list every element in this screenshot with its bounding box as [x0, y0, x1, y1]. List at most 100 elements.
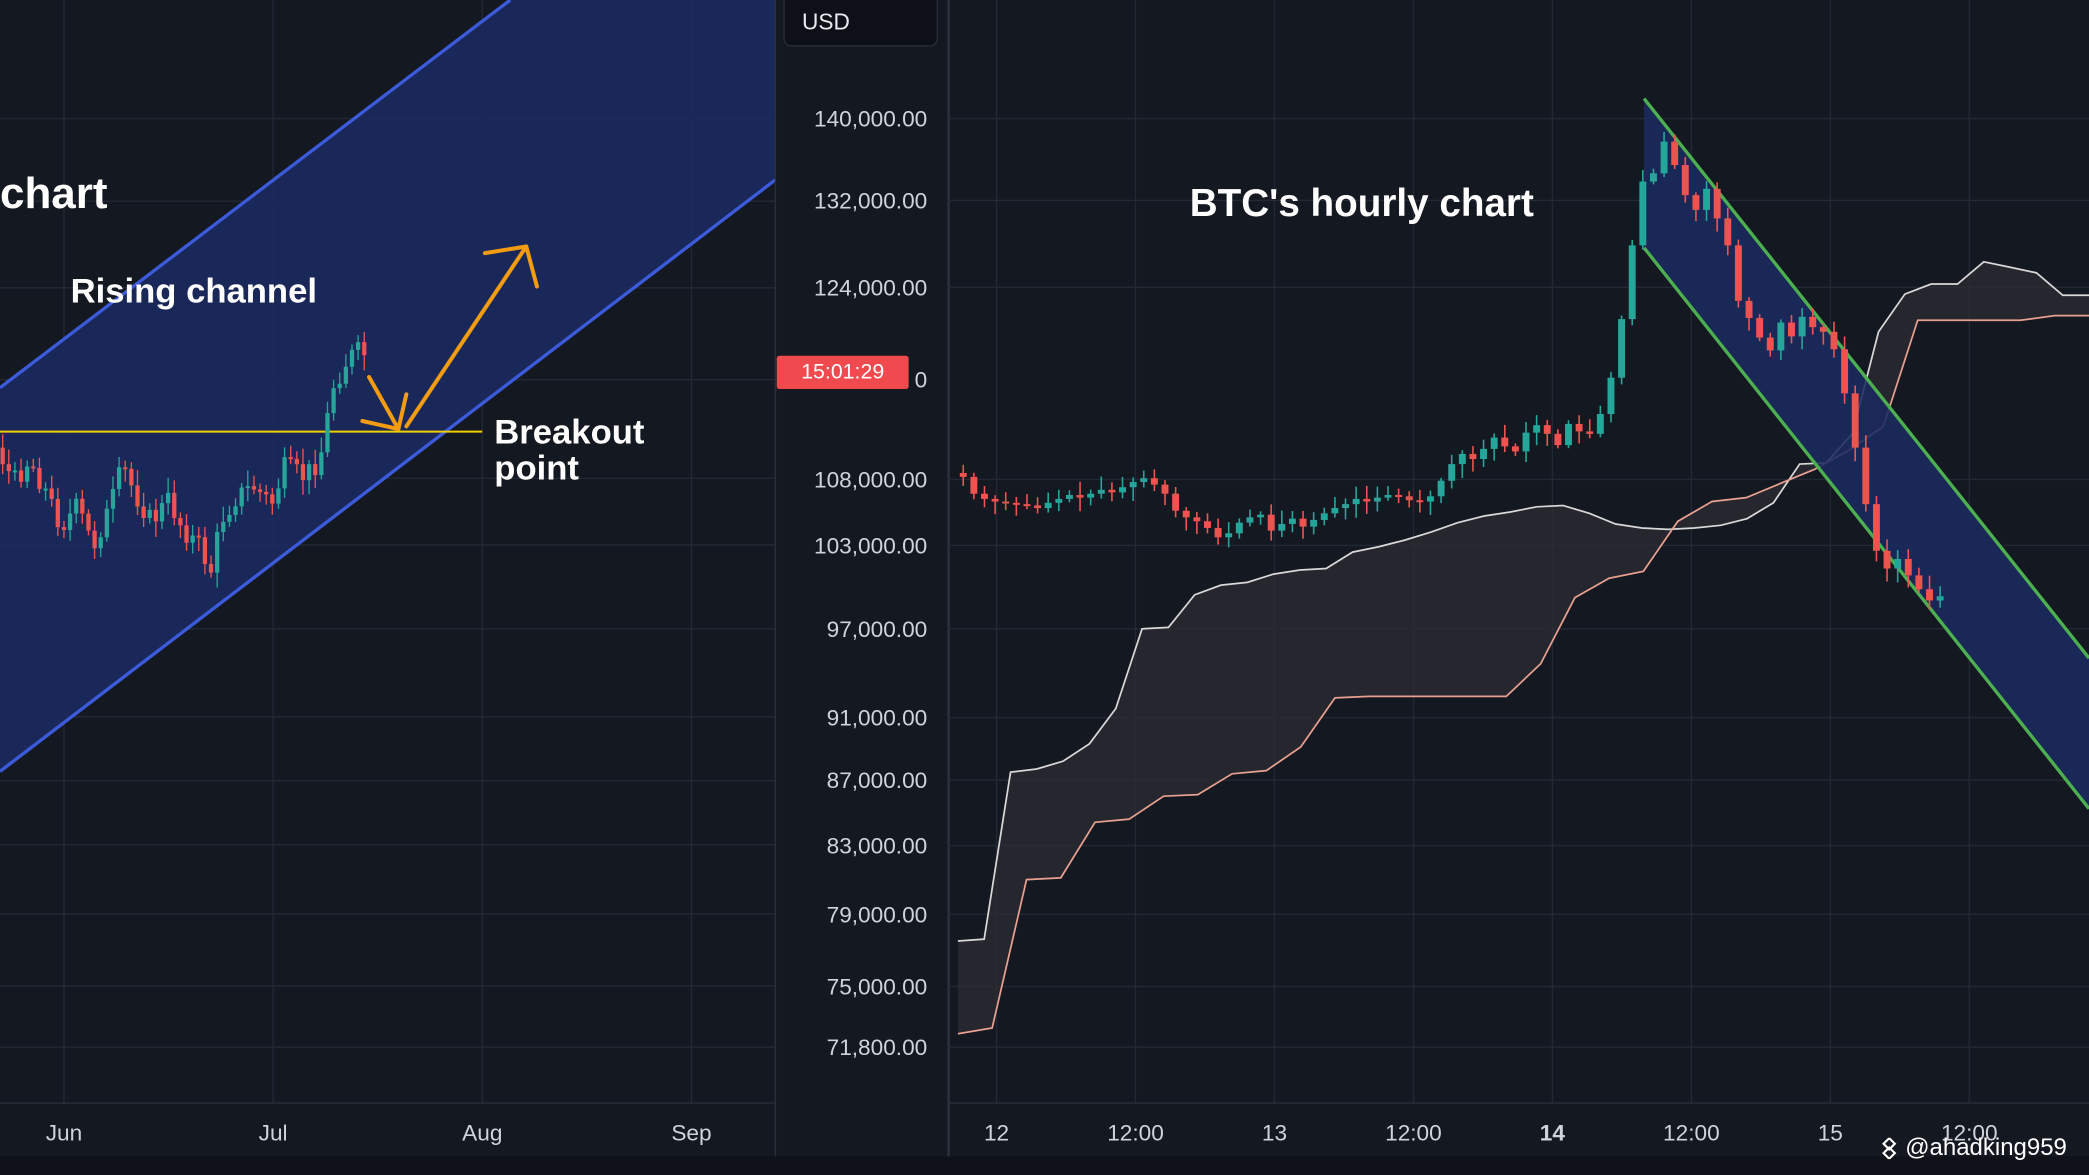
candle-countdown-badge: 15:01:29	[776, 355, 909, 390]
time-tick-label: 12:00	[1385, 1120, 1442, 1145]
price-tick-label: 103,000.00	[814, 533, 927, 558]
candle	[1841, 336, 1849, 404]
candle	[1618, 315, 1626, 385]
candle	[1012, 496, 1020, 516]
candle	[1119, 476, 1126, 499]
candle	[1055, 489, 1063, 512]
candle	[202, 526, 208, 575]
candle	[1894, 550, 1902, 583]
candle	[1713, 182, 1721, 232]
price-tick-label: 124,000.00	[814, 275, 927, 300]
candle	[959, 464, 967, 486]
candle	[1384, 486, 1392, 501]
candle	[257, 483, 263, 502]
candle	[190, 524, 195, 554]
candle	[1161, 480, 1169, 506]
candle	[135, 470, 140, 516]
ichimoku-cloud	[957, 261, 2089, 1034]
watermark-text: @ahadking959	[1905, 1133, 2067, 1161]
rising-channel-upper-line	[0, 0, 512, 390]
candle	[343, 354, 348, 388]
candle	[55, 487, 60, 536]
time-tick-label: Sep	[671, 1120, 711, 1145]
candle	[98, 532, 103, 558]
price-tick-label: 79,000.00	[827, 902, 928, 927]
candle	[1469, 446, 1477, 472]
candle	[1331, 497, 1339, 518]
time-tick-label: Jun	[46, 1120, 82, 1145]
price-tick-label: 71,800.00	[827, 1035, 928, 1060]
candle	[288, 445, 293, 465]
candle	[1246, 509, 1254, 527]
candle	[1426, 490, 1434, 516]
candle	[1416, 489, 1424, 513]
breakout-point-label: Breakout point	[494, 411, 645, 488]
candle	[1883, 539, 1891, 582]
time-tick-label: Aug	[462, 1120, 502, 1145]
candle	[1830, 321, 1838, 358]
right-candles	[959, 131, 1944, 610]
candle	[1575, 415, 1583, 444]
candle	[294, 451, 299, 474]
price-tick-label: 83,000.00	[827, 834, 928, 859]
candle	[1649, 168, 1657, 185]
candle	[306, 460, 312, 495]
candle	[1660, 131, 1668, 178]
candle	[1065, 490, 1073, 503]
candle	[1862, 435, 1870, 512]
currency-selector-button[interactable]: USD	[783, 0, 938, 47]
candle	[1225, 522, 1233, 548]
watermark: @ahadking959	[1879, 1134, 2067, 1162]
price-tick-label: 108,000.00	[814, 467, 927, 492]
candle	[1480, 439, 1488, 468]
time-tick-label: 12	[984, 1120, 1009, 1145]
candle	[31, 458, 36, 473]
price-tick-label: 97,000.00	[827, 617, 928, 642]
candle	[123, 460, 128, 482]
candle	[1703, 181, 1711, 221]
candle	[1395, 488, 1403, 504]
candle	[282, 447, 287, 498]
candle	[141, 492, 146, 527]
candle	[1692, 192, 1700, 222]
candle	[25, 460, 30, 489]
candle	[215, 523, 220, 588]
candle	[116, 456, 122, 497]
candle	[172, 480, 177, 526]
price-axis-bg	[775, 0, 949, 1157]
candle	[1809, 308, 1817, 335]
candle	[1034, 497, 1042, 514]
candle	[86, 509, 91, 536]
time-tick-label: 15	[1818, 1120, 1843, 1145]
candle	[300, 448, 306, 495]
candle	[1108, 482, 1116, 502]
time-tick-label: Jul	[259, 1120, 288, 1145]
candle	[1150, 469, 1158, 492]
ichimoku-span-a-line	[957, 260, 2089, 942]
rising-channel-fill	[0, 0, 776, 772]
candle	[184, 514, 189, 551]
candle	[1363, 485, 1371, 514]
candle	[1788, 314, 1795, 344]
candle	[325, 401, 330, 458]
candle	[1002, 492, 1010, 511]
candle	[1044, 492, 1052, 513]
candle	[970, 472, 978, 500]
time-tick-label: 12:00	[1941, 1120, 1998, 1145]
price-axis[interactable]: 140,000.00 132,000.00 124,000.00 108,000.00…	[814, 107, 927, 1061]
left-chart-panel: Jun Jul Aug Sep	[0, 0, 777, 1145]
time-tick-label: 14	[1540, 1120, 1566, 1145]
candle	[1756, 314, 1764, 342]
candle	[1129, 477, 1137, 502]
candle	[1639, 170, 1647, 250]
candle	[1533, 415, 1541, 446]
candle	[1490, 433, 1498, 461]
candle	[0, 434, 5, 475]
candle	[1628, 240, 1636, 326]
candle	[1745, 297, 1753, 331]
left-candles	[0, 331, 367, 588]
candle	[43, 482, 48, 501]
candle	[251, 475, 257, 495]
candle	[1681, 156, 1689, 203]
